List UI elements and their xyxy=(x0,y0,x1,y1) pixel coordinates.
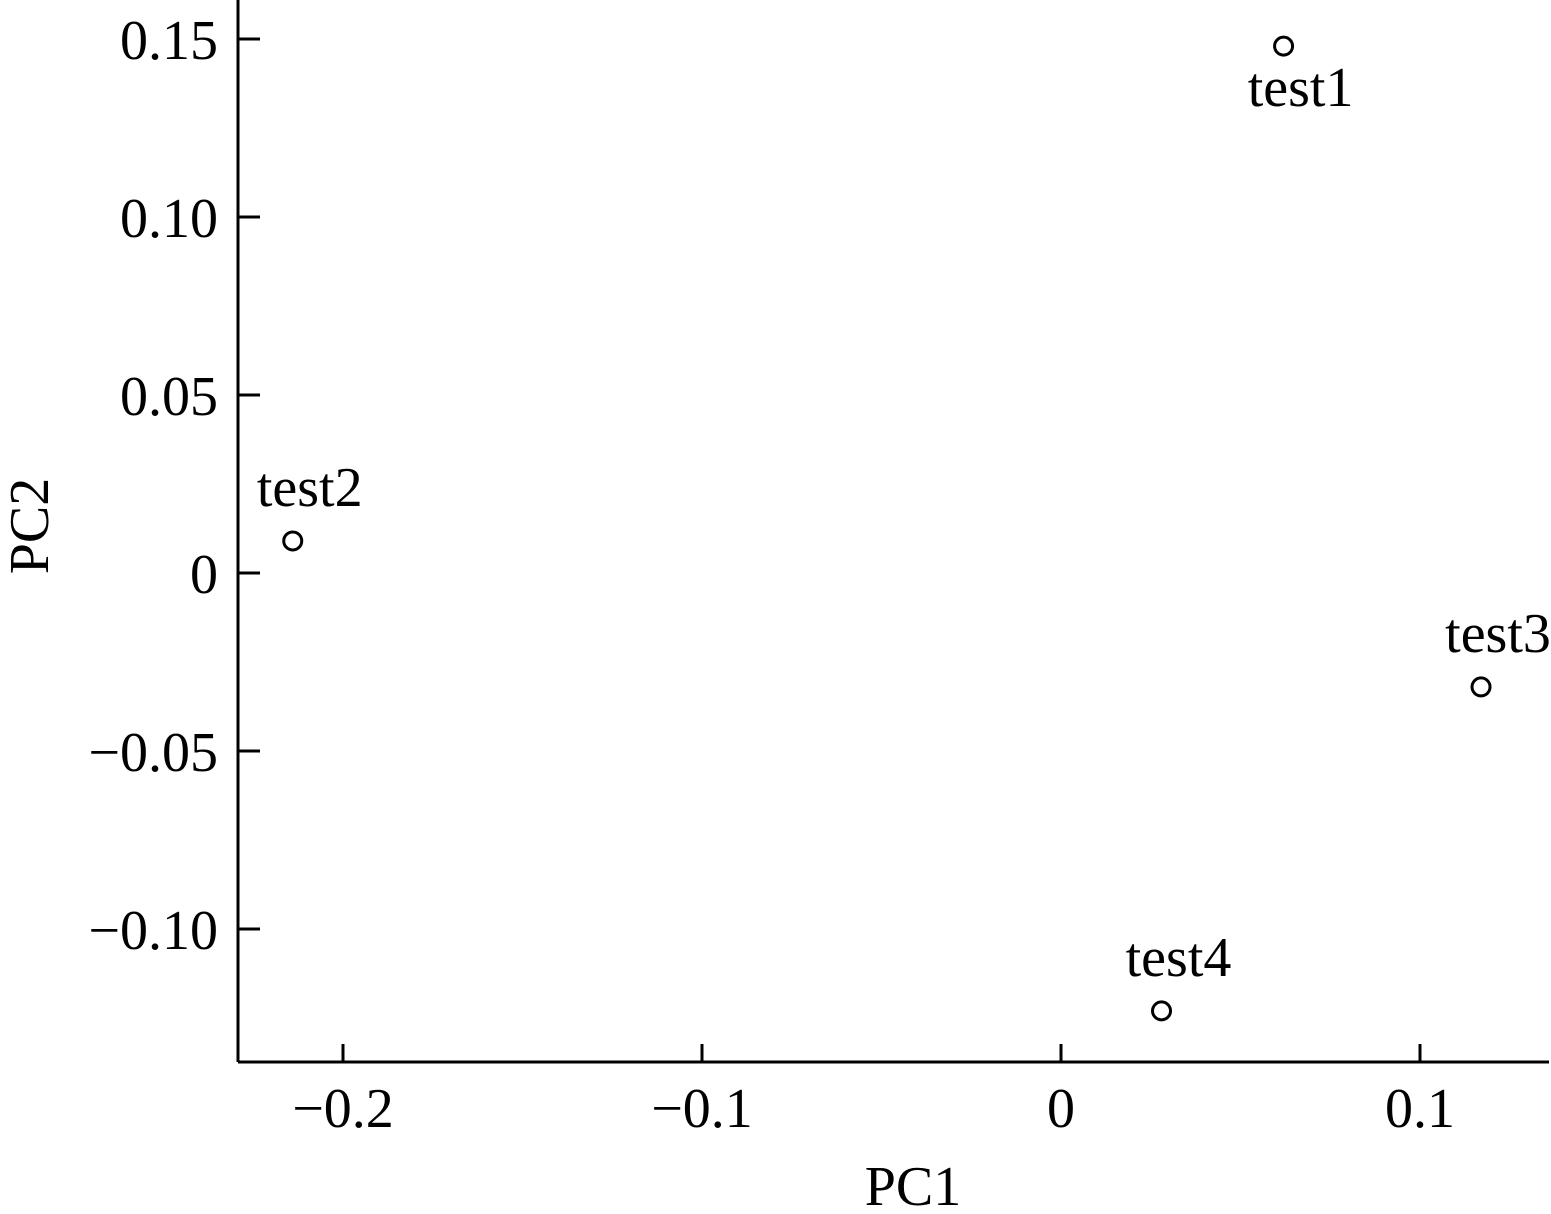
y-axis-title: PC2 xyxy=(0,478,61,575)
x-tick-label: −0.1 xyxy=(651,1078,753,1140)
y-tick-label: −0.05 xyxy=(88,722,218,784)
x-tick-label: −0.2 xyxy=(292,1078,394,1140)
data-point-test1 xyxy=(1273,35,1295,57)
x-tick-label: 0 xyxy=(1047,1078,1075,1140)
points-layer: test1 test2 test3 test4 xyxy=(257,35,1551,1022)
point-label-test3: test3 xyxy=(1445,603,1551,665)
x-axis-title: PC1 xyxy=(865,1156,962,1209)
ticks-layer: −0.2 −0.1 0 0.10.150.100.050−0.05−0.10 xyxy=(88,10,1455,1140)
axes-layer xyxy=(236,0,1549,1064)
data-point-test4 xyxy=(1151,1000,1173,1022)
y-tick-label: 0 xyxy=(190,544,218,606)
x-tick-label: 0.1 xyxy=(1385,1078,1455,1140)
data-point-test2 xyxy=(282,530,304,552)
point-label-test1: test1 xyxy=(1248,57,1354,119)
data-point-test3 xyxy=(1470,676,1492,698)
y-tick-label: −0.10 xyxy=(88,900,218,962)
point-label-test4: test4 xyxy=(1126,927,1232,989)
y-tick-label: 0.05 xyxy=(120,366,218,428)
point-label-test2: test2 xyxy=(257,457,363,519)
y-tick-label: 0.10 xyxy=(120,188,218,250)
y-tick-label: 0.15 xyxy=(120,10,218,72)
